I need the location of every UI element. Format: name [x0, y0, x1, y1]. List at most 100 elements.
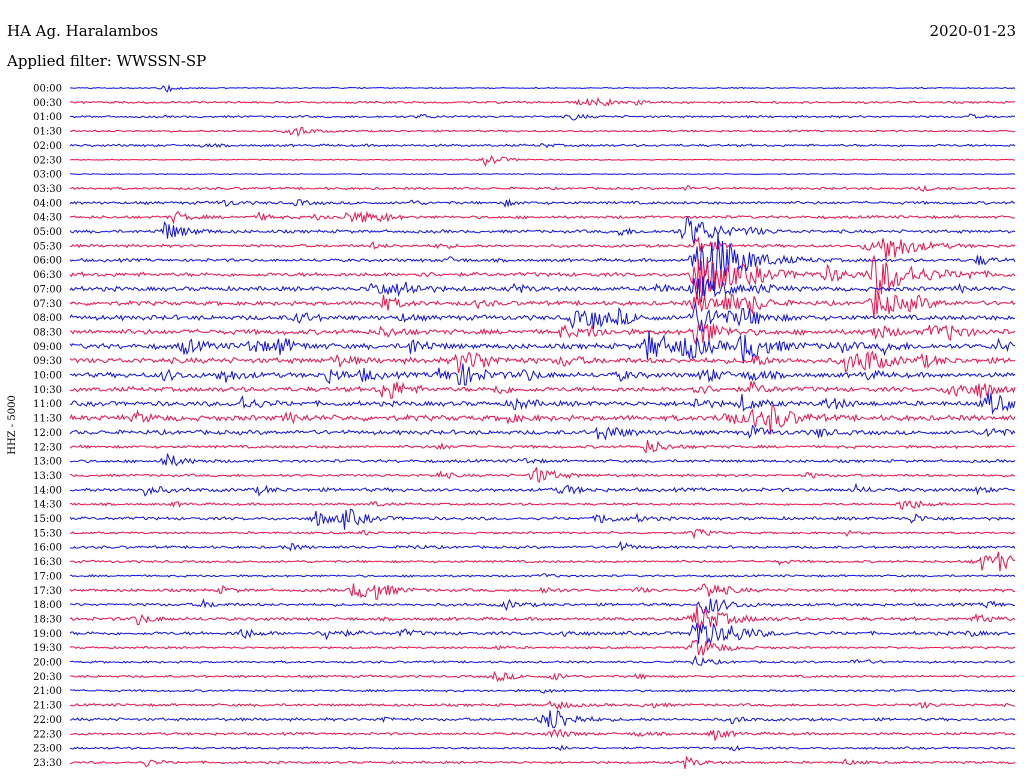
trace-line — [69, 126, 1016, 138]
time-tick-label: 20:30 — [33, 672, 62, 683]
time-tick-label: 11:30 — [33, 414, 62, 425]
trace-line — [69, 528, 1016, 540]
trace-line — [69, 276, 1016, 303]
trace-line — [69, 700, 1016, 710]
time-tick-label: 15:00 — [33, 514, 62, 525]
time-tick-label: 21:30 — [33, 701, 62, 712]
trace-line — [69, 254, 1016, 297]
station-title: HA Ag. Haralambos — [7, 22, 158, 40]
time-tick-label: 13:30 — [33, 471, 62, 482]
time-tick-label: 04:30 — [33, 213, 62, 224]
filter-label: Applied filter: WWSSN-SP — [6, 52, 206, 70]
time-tick-label: 20:00 — [33, 658, 62, 669]
time-tick-label: 11:00 — [33, 399, 62, 410]
time-tick-label: 14:00 — [33, 485, 62, 496]
trace-line — [69, 216, 1016, 245]
time-tick-label: 07:00 — [33, 284, 62, 295]
time-tick-label: 03:00 — [33, 170, 62, 181]
trace-line — [69, 350, 1016, 374]
time-tick-label: 13:00 — [33, 457, 62, 468]
seismic-traces — [69, 83, 1016, 769]
time-tick-labels: 00:00 00:30 01:00 01:30 02:00 02:30 03:00 03:30… — [33, 84, 62, 769]
time-tick-label: 18:00 — [33, 600, 62, 611]
trace-line — [69, 439, 1016, 454]
trace-line — [69, 467, 1016, 483]
trace-line — [69, 210, 1016, 225]
trace-line — [69, 453, 1016, 467]
time-tick-label: 01:00 — [33, 112, 62, 123]
trace-line — [69, 113, 1016, 121]
time-tick-label: 21:00 — [33, 686, 62, 697]
trace-line — [69, 598, 1016, 614]
trace-line — [69, 670, 1016, 683]
time-tick-label: 17:30 — [33, 586, 62, 597]
time-tick-label: 09:30 — [33, 356, 62, 367]
time-tick-label: 00:00 — [33, 84, 62, 95]
trace-line — [69, 551, 1016, 572]
time-tick-label: 10:00 — [33, 371, 62, 382]
time-tick-label: 07:30 — [33, 299, 62, 310]
time-tick-label: 05:30 — [33, 241, 62, 252]
time-tick-label: 10:30 — [33, 385, 62, 396]
trace-line — [69, 424, 1016, 441]
time-tick-label: 14:30 — [33, 500, 62, 511]
time-tick-label: 06:30 — [33, 270, 62, 281]
date-label: 2020-01-23 — [930, 22, 1016, 40]
time-tick-label: 02:30 — [33, 155, 62, 166]
trace-line — [69, 83, 1016, 93]
trace-line — [69, 173, 1016, 176]
trace-line — [69, 622, 1016, 646]
time-tick-label: 05:00 — [33, 227, 62, 238]
trace-line — [69, 654, 1016, 666]
time-tick-label: 08:30 — [33, 327, 62, 338]
time-tick-label: 01:30 — [33, 127, 62, 138]
time-tick-label: 18:30 — [33, 614, 62, 625]
trace-line — [69, 728, 1016, 742]
time-tick-label: 04:00 — [33, 198, 62, 209]
trace-line — [69, 184, 1016, 192]
trace-line — [69, 482, 1016, 497]
trace-line — [69, 583, 1016, 600]
trace-line — [69, 744, 1016, 752]
time-tick-label: 02:00 — [33, 141, 62, 152]
trace-line — [69, 143, 1016, 149]
trace-line — [69, 688, 1016, 694]
trace-line — [69, 500, 1016, 510]
trace-line — [69, 323, 1016, 346]
trace-line — [69, 540, 1016, 552]
trace-line — [69, 573, 1016, 578]
trace-line — [69, 380, 1016, 400]
trace-line — [69, 363, 1016, 386]
trace-line — [69, 154, 1016, 167]
trace-line — [69, 302, 1016, 333]
trace-line — [69, 755, 1016, 769]
time-tick-label: 12:30 — [33, 442, 62, 453]
trace-line — [69, 639, 1016, 656]
time-tick-label: 15:30 — [33, 528, 62, 539]
time-tick-label: 23:00 — [33, 744, 62, 755]
time-tick-label: 06:00 — [33, 256, 62, 267]
time-tick-label: 00:30 — [33, 98, 62, 109]
time-tick-label: 22:30 — [33, 729, 62, 740]
trace-line — [69, 604, 1016, 631]
time-tick-label: 12:00 — [33, 428, 62, 439]
time-tick-label: 19:30 — [33, 643, 62, 654]
y-axis-label: HHZ - 5000 — [7, 395, 18, 455]
time-tick-label: 22:00 — [33, 715, 62, 726]
trace-line — [69, 97, 1016, 107]
trace-line — [69, 405, 1016, 435]
trace-line — [69, 392, 1016, 415]
trace-line — [69, 236, 1016, 260]
time-tick-label: 23:30 — [33, 758, 62, 769]
time-tick-label: 19:00 — [33, 629, 62, 640]
trace-line — [69, 233, 1016, 292]
time-tick-label: 09:00 — [33, 342, 62, 353]
trace-line — [69, 330, 1016, 364]
trace-line — [69, 710, 1016, 729]
trace-line — [69, 508, 1016, 530]
time-tick-label: 17:00 — [33, 571, 62, 582]
trace-line — [69, 198, 1016, 208]
time-tick-label: 08:00 — [33, 313, 62, 324]
time-tick-label: 16:00 — [33, 543, 62, 554]
